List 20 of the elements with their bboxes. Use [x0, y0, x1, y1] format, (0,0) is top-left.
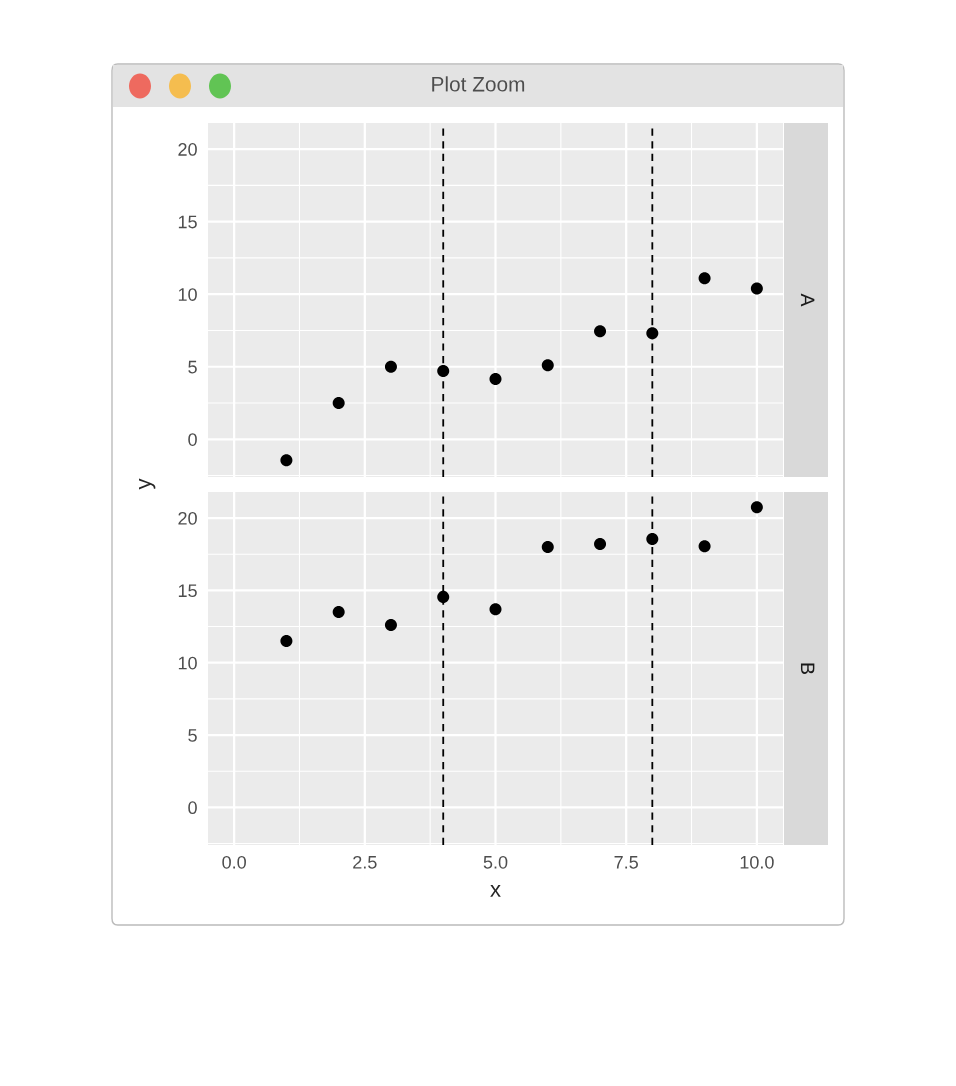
x-tick-label: 5.0 — [483, 855, 508, 869]
text: B — [800, 663, 815, 674]
y-tick-label: 5 — [188, 729, 197, 742]
y-tick-label: 20 — [178, 143, 197, 156]
y-tick-label: 5 — [188, 360, 197, 374]
x-tick-label: 7.5 — [614, 856, 638, 869]
x-tick-label: 10.0 — [740, 855, 774, 869]
y-tick-label: 10 — [178, 656, 197, 670]
y-axis-title: y — [139, 478, 156, 490]
text: A — [800, 293, 815, 307]
x-tick-label: 2.5 — [353, 855, 377, 869]
y-tick-label: 0 — [188, 801, 197, 815]
y-tick-label: 15 — [178, 215, 197, 229]
y-tick-label: 20 — [178, 511, 197, 525]
x-axis-title: x — [490, 884, 501, 897]
y-tick-label: 10 — [178, 288, 197, 301]
text: Plot Zoom — [432, 76, 525, 92]
x-tick-label: 0.0 — [222, 855, 246, 869]
y-tick-label: 0 — [188, 433, 197, 446]
y-tick-label: 15 — [178, 584, 197, 598]
